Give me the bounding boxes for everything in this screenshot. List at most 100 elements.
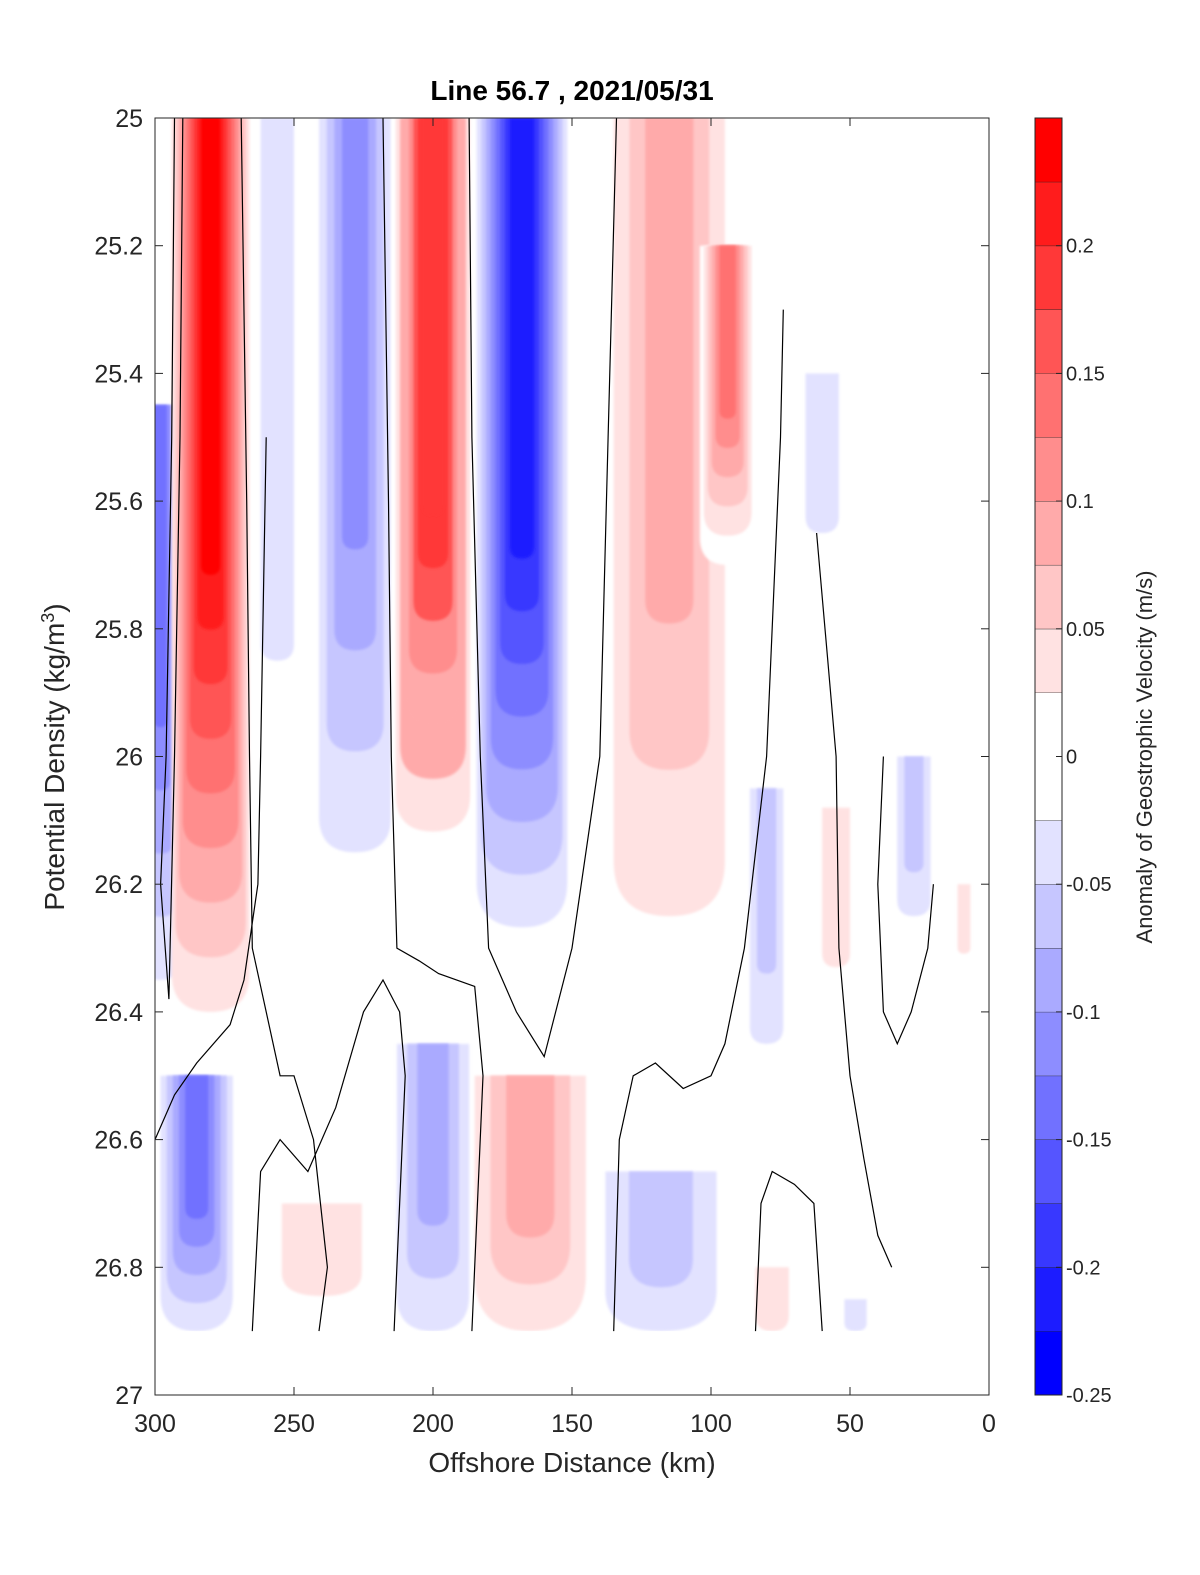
colorbar: 0.2 0.15 0.1 0.05 0 -0.05 -0.1 -0.15 -0.2 -0.25 <box>1034 117 1112 1407</box>
y-tick-label: 26.8 <box>94 1254 143 1282</box>
contour-band <box>342 118 369 550</box>
contour-feature <box>171 118 250 1012</box>
y-tick-label: 25.4 <box>94 360 143 388</box>
contour-feature <box>844 1299 867 1332</box>
zero-contour-lines <box>155 118 934 1332</box>
zero-contour-line <box>877 756 934 1046</box>
contour-band <box>417 1043 449 1226</box>
colorbar-segment <box>1035 884 1062 949</box>
colorbar-segment <box>1035 501 1062 565</box>
y-tick-label: 25.6 <box>94 488 143 516</box>
contour-band <box>281 1203 362 1297</box>
contour-feature <box>252 1203 392 1332</box>
zero-contour-line <box>816 532 893 1268</box>
contour-band <box>805 373 839 534</box>
y-tick-label: 25 <box>115 105 143 133</box>
colorbar-segment <box>1035 564 1062 629</box>
colorbar-label: Anomaly of Geostrophic Velocity (m/s) <box>1132 571 1157 944</box>
contour-fills <box>155 118 989 1395</box>
contour-band <box>822 807 850 968</box>
contour-feature <box>160 1075 233 1332</box>
y-tick-label: 25.2 <box>94 233 143 261</box>
x-tick-label: 0 <box>982 1410 996 1438</box>
colorbar-tick-label: 0.2 <box>1066 236 1094 258</box>
y-tick-label: 25.8 <box>94 616 143 644</box>
colorbar-tick-label: -0.25 <box>1066 1385 1112 1407</box>
contour-feature <box>699 245 756 565</box>
contour-feature <box>822 807 850 968</box>
colorbar-segment <box>1035 1267 1062 1332</box>
y-axis-label: Potential Density (kg/m3) <box>38 603 70 910</box>
contour-feature <box>391 118 475 885</box>
x-tick-label: 50 <box>836 1410 864 1438</box>
contour-band <box>719 245 736 419</box>
y-tick-label: 26.4 <box>94 999 143 1027</box>
colorbar-segment <box>1035 948 1062 1012</box>
colorbar-tick-label: 0.05 <box>1066 619 1105 641</box>
x-tick-label: 300 <box>134 1410 176 1438</box>
x-axis-ticks: 300 250 200 150 100 50 0 <box>134 118 996 1438</box>
y-tick-label: 26.6 <box>94 1127 143 1155</box>
x-axis-label: Offshore Distance (km) <box>428 1447 715 1478</box>
colorbar-segment <box>1035 118 1062 182</box>
y-axis-ticks: 25 25.2 25.4 25.6 25.8 26 26.2 26.4 26.6 26.8 27 <box>94 105 989 1410</box>
contour-band <box>957 884 971 954</box>
contour-feature <box>755 1267 789 1332</box>
x-tick-label: 250 <box>273 1410 315 1438</box>
colorbar-tick-label: -0.2 <box>1066 1257 1100 1279</box>
contour-band <box>506 1075 555 1238</box>
contour-feature <box>319 118 392 853</box>
contour-feature <box>471 118 572 980</box>
y-axis-label-main: Potential Density (kg/m <box>39 623 70 911</box>
zero-contour-line <box>155 437 267 1140</box>
zero-contour-line <box>382 118 484 1332</box>
y-axis-label-superscript: 3 <box>38 613 58 623</box>
contour-feature <box>897 756 931 917</box>
contour-band <box>509 118 535 559</box>
contour-band <box>185 1075 209 1219</box>
colorbar-segment <box>1035 245 1062 310</box>
zero-contour-line <box>613 309 784 1332</box>
contour-band <box>757 788 777 974</box>
zero-contour-line <box>468 118 618 1059</box>
contour-band <box>422 118 444 516</box>
no-data-region <box>155 1331 989 1395</box>
colorbar-tick-label: -0.1 <box>1066 1002 1100 1024</box>
contour-band <box>260 118 294 661</box>
colorbar-segment <box>1035 437 1062 502</box>
contour-feature <box>396 1043 470 1332</box>
colorbar-segment <box>1035 628 1062 693</box>
contour-feature <box>260 118 294 661</box>
contour-feature <box>749 788 784 1044</box>
contour-feature <box>605 1171 717 1332</box>
y-tick-label: 26.2 <box>94 871 143 899</box>
x-tick-label: 100 <box>690 1410 732 1438</box>
colorbar-segment <box>1035 373 1062 438</box>
zero-contour-line <box>251 978 406 1332</box>
colorbar-segment <box>1035 820 1062 885</box>
zero-contour-line <box>754 1170 823 1332</box>
contour-band <box>155 405 167 728</box>
contour-feature <box>613 118 725 917</box>
colorbar-tick-label: -0.05 <box>1066 874 1112 896</box>
colorbar-tick-label: 0.1 <box>1066 491 1094 513</box>
colorbar-tick-label: -0.15 <box>1066 1130 1112 1152</box>
contour-band <box>628 1171 693 1288</box>
zero-contour-line <box>159 118 184 1000</box>
contour-band <box>844 1299 867 1332</box>
colorbar-segment <box>1035 1139 1062 1204</box>
contour-band <box>755 1267 789 1332</box>
contour-feature <box>474 1075 586 1332</box>
colorbar-segment <box>1035 1075 1062 1140</box>
colorbar-segment <box>1035 309 1062 374</box>
contour-feature <box>805 373 839 534</box>
y-tick-label: 27 <box>115 1382 143 1410</box>
contour-feature <box>952 884 976 980</box>
contour-band <box>904 756 924 873</box>
colorbar-segment <box>1035 181 1062 246</box>
colorbar-segment <box>1035 1331 1062 1395</box>
colorbar-segment <box>1035 1011 1062 1076</box>
y-axis-label-end: ) <box>39 603 70 612</box>
x-tick-label: 150 <box>551 1410 593 1438</box>
